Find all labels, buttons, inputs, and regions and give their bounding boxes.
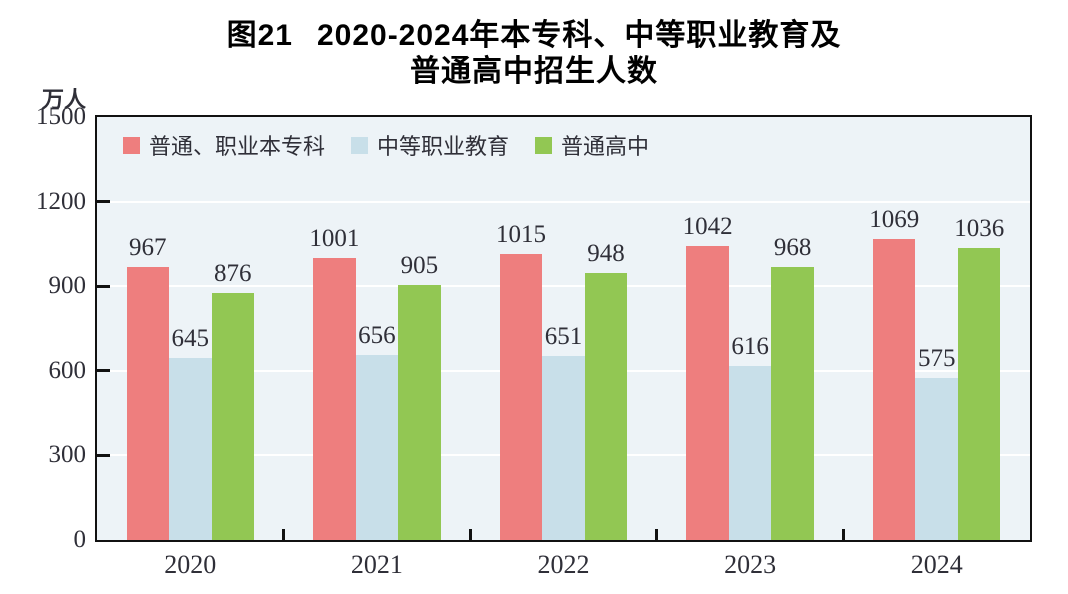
bar-value-label-2023-series2: 616 (731, 333, 769, 361)
bar-2023-series1 (686, 246, 729, 540)
bar-value-label-2024-series3: 1036 (954, 214, 1005, 242)
bar-2023-series2 (728, 366, 772, 540)
bar-value-label-2023-series1: 1042 (682, 213, 733, 241)
bar-value-label-2021-series1: 1001 (309, 224, 360, 252)
x-axis-tick-4 (841, 529, 845, 540)
bar-2024-series3 (957, 247, 1001, 540)
legend-item-series1: 普通、职业本专科 (123, 129, 325, 161)
bar-2020-series3 (211, 292, 255, 540)
chart-title-figure-number: 图21 (226, 19, 293, 52)
y-axis-tick-label-0: 0 (73, 526, 87, 553)
x-axis-tick-2 (468, 529, 472, 540)
legend-swatch-icon (535, 136, 553, 154)
gridline-900 (97, 285, 1030, 288)
x-axis-label-2023: 2023 (724, 550, 777, 579)
legend-item-series3: 普通高中 (535, 129, 649, 161)
y-axis-tick-label-900: 900 (48, 272, 87, 300)
legend-label: 普通高中 (561, 134, 650, 159)
legend: 普通、职业本专科 中等职业教育 普通高中 (123, 129, 675, 161)
x-axis-tick-1 (282, 529, 286, 540)
legend-label: 普通、职业本专科 (149, 134, 326, 159)
bar-value-label-2024-series2: 575 (917, 344, 956, 372)
bar-2021-series3 (398, 284, 441, 540)
bar-value-label-2021-series2: 656 (358, 322, 396, 350)
y-axis-tick-300 (97, 453, 110, 457)
y-axis-tick-900 (97, 284, 110, 288)
bar-value-label-2020-series2: 645 (171, 325, 210, 353)
y-axis-tick-label-300: 300 (48, 441, 87, 469)
bar-value-label-2022-series3: 948 (587, 239, 625, 267)
gridline-1200 (97, 200, 1030, 203)
bar-value-label-2022-series2: 651 (544, 323, 583, 351)
chart-title-line1: 图21 2020-2024年本专科、中等职业教育及 (0, 18, 1068, 54)
chart-title-text: 2020-2024年本专科、中等职业教育及 (316, 19, 842, 52)
bar-value-label-2020-series1: 967 (129, 234, 167, 262)
legend-swatch-icon (123, 136, 140, 154)
bar-value-label-2021-series3: 905 (400, 251, 439, 279)
x-axis-tick-3 (655, 529, 659, 540)
y-axis-tick-600 (97, 369, 110, 373)
bar-value-label-2023-series3: 968 (773, 234, 812, 262)
bar-2022-series2 (542, 356, 585, 540)
bar-2020-series2 (169, 358, 212, 540)
bar-2020-series1 (126, 267, 170, 540)
bar-value-label-2020-series3: 876 (214, 259, 252, 287)
bar-value-label-2022-series1: 1015 (496, 220, 546, 248)
bar-2022-series1 (499, 253, 543, 540)
chart-title: 图21 2020-2024年本专科、中等职业教育及 普通高中招生人数 (0, 18, 1068, 90)
legend-swatch-icon (351, 136, 369, 154)
plot-area: 普通、职业本专科 中等职业教育 普通高中 967 645 876 1001 656 905 10… (95, 115, 1032, 542)
legend-item-series2: 中等职业教育 (351, 129, 509, 161)
legend-label: 中等职业教育 (377, 134, 510, 159)
bar-value-label-2024-series1: 1069 (869, 205, 920, 233)
bar-2024-series1 (872, 238, 916, 540)
x-axis-label-2022: 2022 (537, 550, 590, 579)
bar-2021-series2 (355, 355, 399, 540)
chart-title-line2: 普通高中招生人数 (410, 55, 658, 88)
bar-2023-series3 (771, 267, 814, 540)
y-axis-tick-label-1500: 1500 (36, 103, 86, 130)
bar-2024-series2 (915, 377, 958, 540)
bar-2022-series3 (584, 272, 628, 540)
y-axis-tick-label-600: 600 (48, 356, 87, 384)
bar-2021-series1 (313, 257, 356, 540)
x-axis-label-2024: 2024 (910, 550, 963, 579)
x-axis-label-2020: 2020 (164, 550, 217, 579)
y-axis-unit-label: 万人 (41, 87, 86, 112)
y-axis-tick-label-1200: 1200 (36, 187, 86, 215)
x-axis-label-2021: 2021 (350, 550, 403, 579)
y-axis-tick-1200 (97, 200, 110, 204)
